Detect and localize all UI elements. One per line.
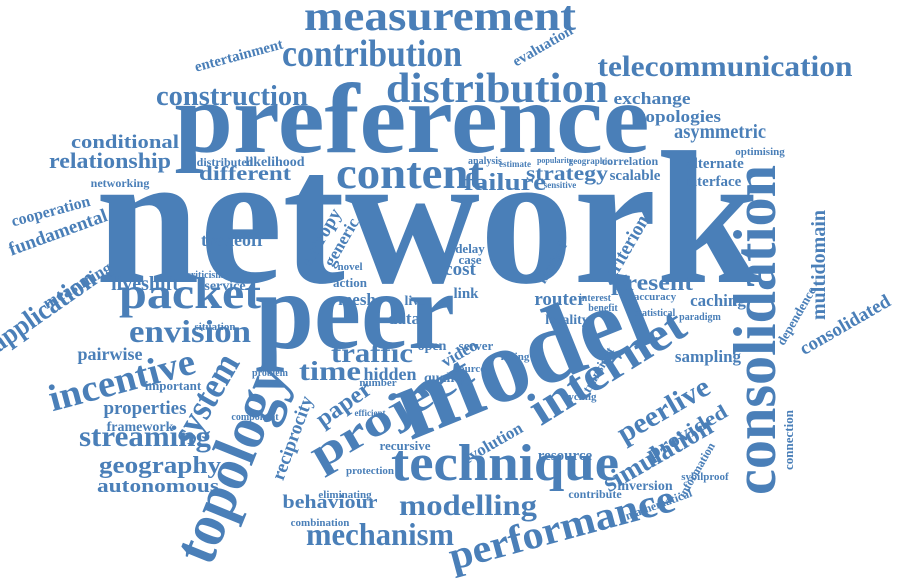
word: component	[231, 412, 279, 423]
word: interest	[579, 293, 612, 304]
word: properties	[103, 398, 186, 419]
word: likelihood	[245, 155, 304, 170]
word: scalable	[610, 168, 661, 184]
word: correlation	[602, 154, 659, 168]
word: framework	[107, 420, 174, 435]
word: mesh	[338, 290, 376, 309]
word: sampling	[675, 347, 742, 366]
word: case	[458, 252, 481, 267]
word: resource	[538, 448, 593, 464]
word: number	[359, 377, 396, 389]
word: conditional	[71, 132, 179, 153]
word: preference	[175, 63, 650, 174]
word: interface	[685, 174, 742, 190]
word: geography	[99, 453, 221, 479]
word: present	[611, 270, 693, 295]
word: statistical	[635, 308, 676, 319]
word: alternate	[686, 156, 744, 172]
word: efficient	[355, 408, 386, 418]
word: caching	[690, 291, 746, 310]
word: locality	[545, 313, 589, 328]
word: behaviour	[283, 492, 379, 513]
word: problem	[252, 368, 289, 379]
word: technique	[391, 435, 619, 492]
word: autonomous	[97, 476, 219, 497]
word: sybilproof	[681, 471, 729, 483]
word: server	[459, 338, 494, 353]
word: topologies	[639, 107, 721, 126]
word: time	[299, 356, 361, 386]
word: action	[333, 275, 368, 290]
word: data	[388, 309, 421, 328]
word: strategy	[526, 163, 608, 185]
word: accuracy	[634, 291, 677, 303]
word: popularity	[537, 156, 573, 165]
word: cycling	[564, 391, 597, 403]
word: distributed	[197, 155, 254, 169]
word: geographic	[569, 156, 612, 166]
word: open	[418, 339, 447, 354]
word: mechanism	[306, 516, 454, 552]
word: traffic	[331, 338, 413, 368]
word: tradeoff	[201, 230, 264, 250]
word: network	[96, 114, 761, 324]
word: live	[405, 294, 426, 309]
word: networking	[91, 176, 150, 190]
word: content	[336, 149, 484, 198]
word: liveshift	[111, 273, 179, 295]
word: contribution	[282, 33, 462, 75]
word: exchange	[614, 89, 692, 108]
word: hidden	[363, 364, 416, 384]
word: packet	[119, 269, 261, 318]
word: distribution	[386, 66, 608, 112]
word: multidomain	[808, 210, 830, 320]
word: construction	[156, 81, 308, 112]
word: source	[455, 363, 485, 375]
word: consolidation	[722, 165, 788, 495]
word: novel	[337, 261, 362, 273]
word: situation	[195, 321, 236, 333]
word: connection	[781, 409, 796, 470]
word: recursive	[379, 438, 430, 453]
word: modelling	[399, 489, 537, 522]
word: peer	[255, 250, 455, 372]
word: measurement	[304, 0, 576, 40]
word: cost	[444, 259, 476, 280]
word: combination	[291, 517, 350, 529]
word: different	[199, 163, 291, 185]
word: pairwise	[78, 344, 143, 364]
word: fitting	[501, 351, 530, 363]
word: relationship	[49, 148, 171, 173]
word: inversion	[617, 479, 672, 494]
word: benefit	[588, 303, 618, 314]
word: service	[204, 279, 245, 294]
word: telecommunication	[598, 50, 853, 83]
word: important	[145, 378, 202, 393]
word: analysis	[468, 156, 502, 167]
word: asymmetric	[674, 121, 766, 143]
word: estimate	[499, 159, 531, 169]
word: optimising	[735, 146, 785, 158]
word: criticism	[186, 270, 224, 281]
word: quality	[424, 371, 466, 386]
word: envision	[129, 313, 251, 349]
word: paradigm	[679, 312, 721, 323]
word: eliminating	[318, 489, 372, 501]
word: streaming	[79, 420, 211, 453]
word: router	[534, 289, 586, 310]
word: contribute	[568, 487, 622, 501]
word: sensitive	[544, 180, 577, 190]
word: protection	[346, 465, 394, 477]
word: failure	[464, 170, 546, 196]
word: link	[453, 286, 479, 302]
word: delay	[455, 241, 485, 256]
